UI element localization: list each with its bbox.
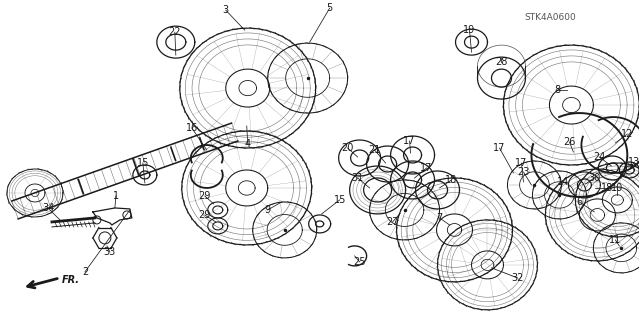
Text: 28: 28	[495, 57, 508, 67]
Text: 17: 17	[403, 136, 416, 146]
Text: 32: 32	[511, 273, 524, 283]
Text: 8: 8	[554, 85, 561, 95]
Text: 11: 11	[609, 235, 621, 245]
Text: 14: 14	[557, 177, 570, 187]
Text: 24: 24	[593, 152, 605, 162]
Text: 33: 33	[104, 247, 116, 257]
Text: 13: 13	[628, 157, 640, 167]
Text: 29: 29	[198, 191, 211, 201]
Text: 17: 17	[420, 163, 433, 173]
Text: 26: 26	[563, 137, 575, 147]
Text: 17: 17	[493, 143, 506, 153]
Text: 18: 18	[445, 175, 458, 185]
Text: 7: 7	[436, 213, 443, 223]
Text: 27: 27	[387, 217, 399, 227]
Text: 5: 5	[326, 3, 333, 13]
Text: STK4A0600: STK4A0600	[524, 13, 576, 22]
Text: 34: 34	[42, 203, 54, 213]
Text: 2: 2	[82, 267, 88, 277]
Text: 21: 21	[369, 145, 381, 155]
Text: 10: 10	[611, 183, 623, 193]
Text: 15: 15	[333, 195, 346, 205]
Text: FR.: FR.	[62, 275, 80, 285]
Text: 29: 29	[198, 210, 211, 220]
Text: 12: 12	[621, 129, 634, 139]
Text: 25: 25	[353, 257, 366, 267]
Text: 6: 6	[577, 197, 582, 207]
Text: 4: 4	[244, 139, 251, 149]
Text: 20: 20	[342, 143, 354, 153]
Text: 17: 17	[515, 158, 527, 168]
Text: 23: 23	[517, 167, 530, 177]
Text: 22: 22	[168, 27, 181, 37]
Text: 3: 3	[223, 5, 229, 15]
Text: 30: 30	[588, 173, 600, 183]
Text: 9: 9	[265, 205, 271, 215]
Text: 15: 15	[137, 158, 149, 168]
Text: 31: 31	[351, 173, 364, 183]
Text: 1: 1	[113, 191, 119, 201]
Text: 19: 19	[463, 25, 476, 35]
Text: 16: 16	[186, 123, 198, 133]
Text: 18: 18	[601, 183, 614, 193]
